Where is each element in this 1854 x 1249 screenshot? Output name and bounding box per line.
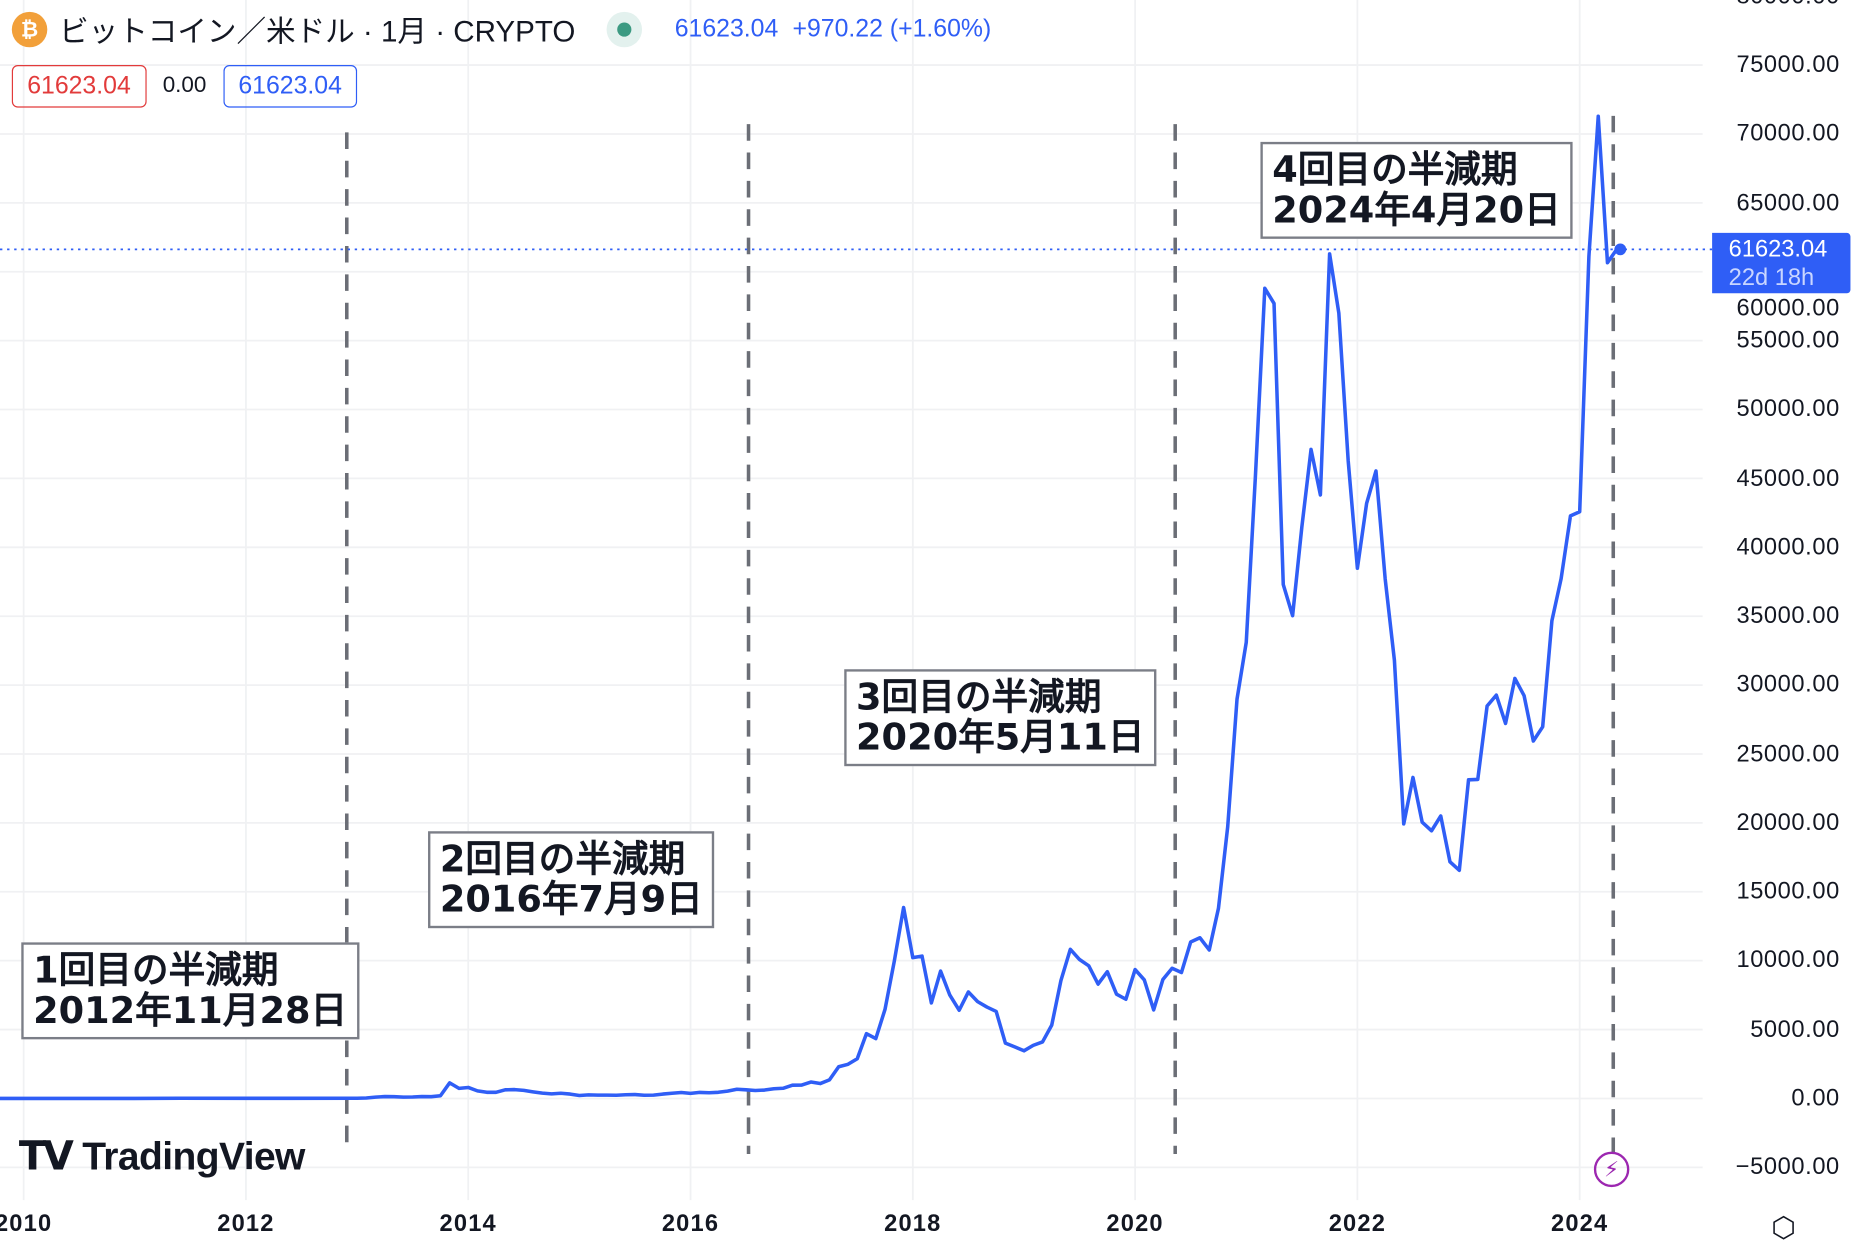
last-price: 61623.04 (674, 15, 779, 43)
tradingview-logo-icon: TV (18, 1132, 74, 1181)
halving-annotation-4[interactable]: 4回目の半減期 2024年4月20日 (1260, 141, 1573, 239)
logo-text: TradingView (82, 1133, 305, 1178)
halving-annotation-1[interactable]: 1回目の半減期 2012年11月28日 (21, 942, 359, 1040)
price-tick-label: 40000.00 (1736, 534, 1840, 561)
time-tick-label: 2014 (439, 1210, 497, 1237)
time-tick-label: 2018 (884, 1210, 942, 1237)
time-tick-label: 2024 (1551, 1210, 1609, 1237)
symbol-title[interactable]: ビットコイン／米ドル · 1月 · CRYPTO (59, 15, 576, 49)
annotation-date: 2012年11月28日 (33, 989, 348, 1033)
price-tick-label: 15000.00 (1736, 878, 1840, 905)
annotation-date: 2016年7月9日 (439, 878, 703, 922)
price-tick-label: 80000.00 (1736, 0, 1839, 9)
halving-annotation-2[interactable]: 2回目の半減期 2016年7月9日 (428, 831, 715, 929)
last-price-marker (1614, 243, 1627, 256)
price-tick-label: 75000.00 (1736, 52, 1840, 79)
lightning-event-icon[interactable]: ⚡ (1593, 1151, 1630, 1188)
annotation-date: 2020年5月11日 (856, 716, 1145, 760)
current-price-badge: 61623.04 22d 18h (1712, 232, 1851, 294)
annotation-date: 2024年4月20日 (1272, 189, 1561, 232)
price-tick-label: 30000.00 (1736, 672, 1840, 699)
annotation-title: 2回目の半減期 (439, 838, 686, 881)
time-tick-label: 2012 (217, 1210, 275, 1237)
price-tick-label: 35000.00 (1736, 603, 1840, 630)
badge-countdown: 22d 18h (1728, 264, 1815, 291)
sell-button[interactable]: 61623.04 (11, 65, 147, 108)
buy-button[interactable]: 61623.04 (222, 65, 358, 108)
annotation-title: 4回目の半減期 (1272, 148, 1518, 192)
price-line-series (0, 114, 1619, 1101)
price-tick-label: −5000.00 (1735, 1154, 1840, 1181)
price-tick-label: 50000.00 (1736, 396, 1840, 423)
price-tick-label: 45000.00 (1736, 465, 1840, 492)
price-tick-label: 5000.00 (1750, 1016, 1840, 1043)
bitcoin-icon: ₿ (11, 11, 48, 48)
price-tick-label: 70000.00 (1736, 120, 1840, 147)
price-change: +970.22 (+1.60%) (792, 15, 992, 43)
trade-buttons: 61623.04 0.00 61623.04 (11, 65, 358, 108)
price-tick-label: 20000.00 (1736, 809, 1840, 836)
price-tick-label: 10000.00 (1736, 947, 1840, 974)
annotation-title: 1回目の半減期 (33, 949, 279, 993)
time-tick-label: 2016 (661, 1210, 720, 1237)
price-tick-label: 65000.00 (1736, 189, 1840, 216)
badge-price: 61623.04 (1728, 236, 1828, 263)
time-tick-label: 2022 (1328, 1210, 1387, 1237)
price-tick-label: 60000.00 (1736, 295, 1840, 322)
price-tick-label: 25000.00 (1736, 740, 1840, 767)
market-open-dot-icon[interactable] (606, 11, 642, 48)
price-axis-background (1703, 0, 1854, 1201)
price-tick-label: 0.00 (1791, 1085, 1840, 1112)
time-tick-label: 2010 (0, 1210, 53, 1237)
halving-annotation-3[interactable]: 3回目の半減期 2020年5月11日 (844, 669, 1157, 767)
spread-value: 0.00 (162, 73, 207, 99)
symbol-header: ₿ ビットコイン／米ドル · 1月 · CRYPTO 61623.04 +970… (11, 9, 992, 49)
annotation-title: 3回目の半減期 (856, 676, 1102, 719)
price-tick-label: 55000.00 (1736, 327, 1840, 354)
tradingview-logo[interactable]: TV TradingView (19, 1133, 305, 1180)
time-tick-label: 2020 (1106, 1210, 1164, 1237)
settings-hexagon-icon[interactable]: ⬡ (1771, 1211, 1797, 1244)
